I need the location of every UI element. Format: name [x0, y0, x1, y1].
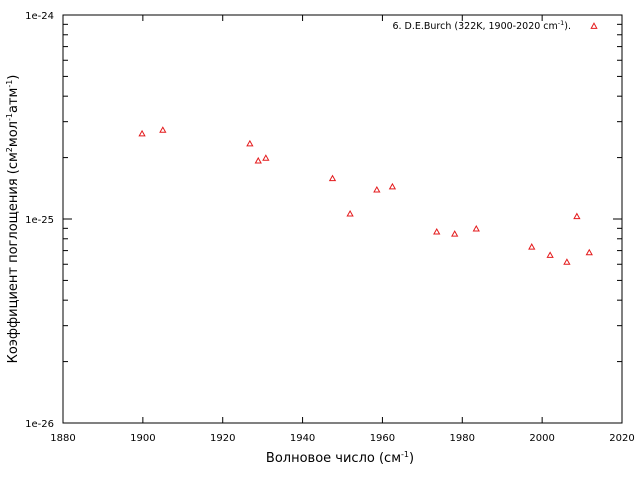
data-point-triangle: [546, 251, 554, 258]
data-point-triangle: [472, 225, 480, 232]
x-axis-title-close: ): [409, 451, 414, 466]
data-points: [138, 126, 593, 265]
y-axis-title: Коэффициент поглощения (см2мол-1атм-1): [5, 75, 21, 364]
data-point-triangle: [254, 156, 262, 164]
x-tick-label: 1880: [50, 433, 75, 444]
x-axis-title-sup: -1: [401, 450, 409, 459]
legend-marker: [590, 22, 598, 29]
x-axis-title-text: Волновое число (см: [266, 451, 401, 466]
data-point-triangle: [563, 258, 571, 265]
y-axis-title-sup1: 2: [5, 147, 14, 152]
x-tick-label: 1900: [130, 433, 155, 444]
legend-label-close: ).: [564, 21, 571, 32]
y-axis-title-sup2: -1: [5, 113, 14, 121]
y-axis-title-mid2: атм: [6, 88, 21, 113]
legend-label-text: 6. D.E.Burch (322K, 1900-2020 cm: [392, 21, 557, 32]
x-axis-ticks: 1880 1900 1920 1940 1960 1980 2000 2020: [50, 15, 635, 444]
plot-frame: [62, 14, 623, 424]
y-axis-title-mid1: мол: [6, 121, 21, 147]
x-axis-title: Волновое число (см-1): [266, 450, 414, 466]
y-tick-label: 1e-26: [25, 419, 54, 430]
data-point-triangle: [451, 230, 459, 237]
data-point-triangle: [159, 126, 167, 133]
x-tick-label: 2020: [609, 433, 634, 444]
data-point-triangle: [346, 210, 354, 217]
y-tick-label: 1e-25: [25, 215, 54, 226]
legend-label-sup: -1: [558, 19, 564, 27]
data-point-triangle: [328, 174, 337, 182]
x-tick-label: 2000: [529, 433, 554, 444]
y-axis-title-sup3: -1: [5, 80, 14, 88]
data-point-triangle: [262, 154, 270, 161]
data-point-triangle: [388, 182, 397, 190]
x-tick-label: 1980: [450, 433, 475, 444]
data-point-triangle: [528, 243, 536, 250]
y-axis-title-close: ): [6, 75, 21, 80]
y-axis-ticks: 1e-26 1e-25 1e-24: [25, 11, 622, 430]
data-point-triangle: [585, 248, 593, 256]
data-point-triangle: [138, 129, 146, 137]
data-point-triangle: [433, 228, 441, 235]
legend: 6. D.E.Burch (322K, 1900-2020 cm-1).: [392, 19, 598, 32]
x-tick-label: 1940: [290, 433, 315, 444]
legend-label: 6. D.E.Burch (322K, 1900-2020 cm-1).: [392, 19, 571, 32]
x-tick-label: 1920: [210, 433, 235, 444]
data-point-triangle: [246, 139, 254, 147]
y-axis-title-prefix: Коэффициент поглощения (см: [6, 152, 21, 363]
x-tick-label: 1960: [370, 433, 395, 444]
data-point-triangle: [373, 186, 381, 193]
data-point-triangle: [573, 212, 581, 220]
y-tick-label: 1e-24: [25, 11, 54, 22]
